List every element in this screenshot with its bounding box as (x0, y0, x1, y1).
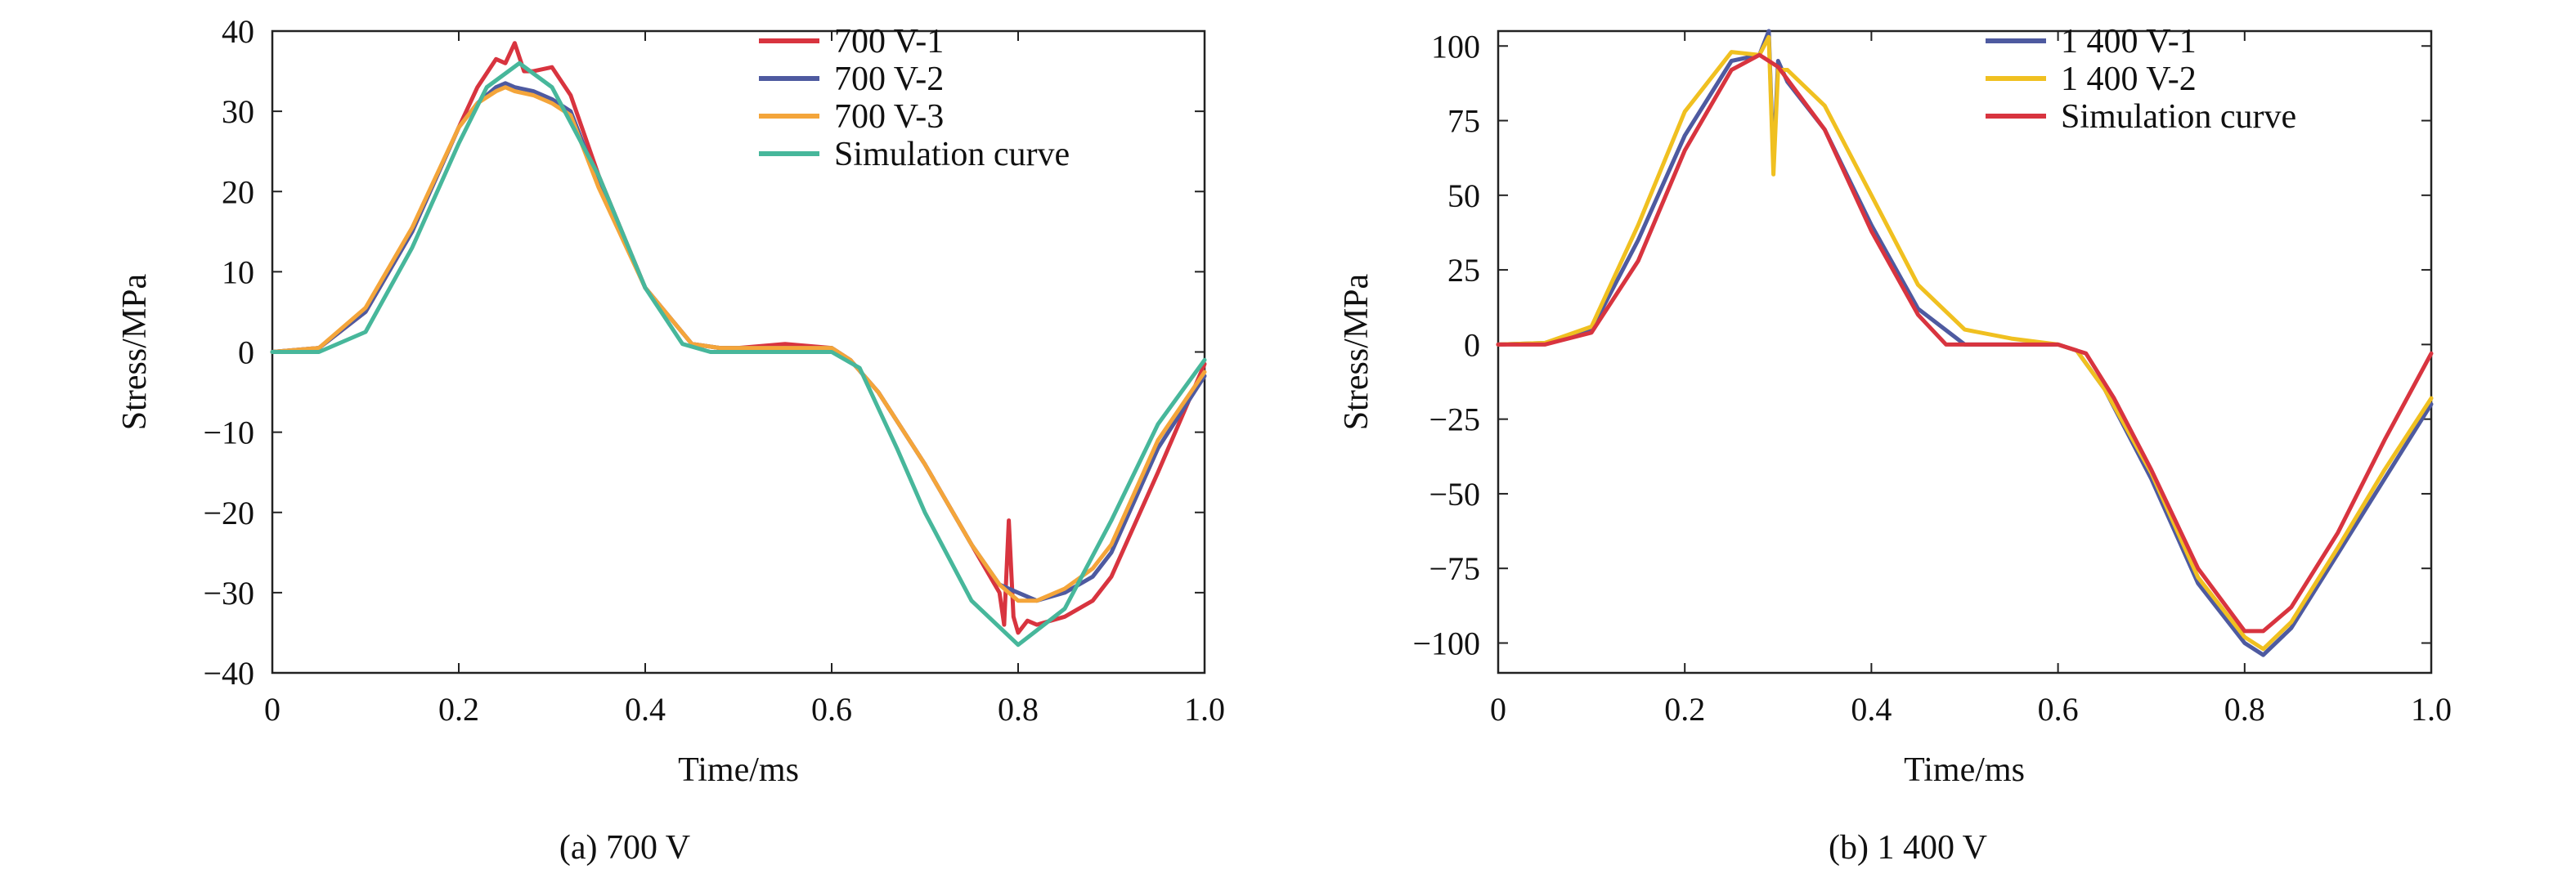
y-tick-label: 0 (1464, 326, 1480, 363)
x-tick-label: 0.2 (438, 691, 479, 728)
y-tick-label: 30 (222, 93, 254, 130)
y-tick-label: 10 (222, 253, 254, 290)
x-tick-label: 0.6 (811, 691, 852, 728)
y-tick-label: 100 (1431, 28, 1480, 65)
series-line-2 (1496, 34, 2434, 652)
x-tick-label: 0.2 (1664, 691, 1705, 728)
legend-label: Simulation curve (834, 136, 1070, 173)
legend-label: 700 V-2 (834, 61, 944, 98)
y-tick-label: 0 (238, 334, 254, 371)
x-tick-label: 0.4 (1851, 691, 1892, 728)
series-line-3 (1496, 52, 2434, 634)
x-axis-label: Time/ms (678, 751, 799, 789)
y-tick-label: −30 (203, 575, 254, 612)
y-tick-label: −25 (1429, 401, 1480, 438)
y-tick-label: −100 (1412, 625, 1480, 661)
legend-label: 1 400 V-2 (2061, 61, 2197, 98)
y-tick-label: −10 (203, 415, 254, 451)
x-tick-label: 0.4 (625, 691, 666, 728)
x-tick-label: 0.6 (2038, 691, 2079, 728)
y-tick-label: −20 (203, 495, 254, 531)
x-tick-label: 0.8 (998, 691, 1039, 728)
chart-caption: (b) 1 400 V (1829, 829, 1987, 867)
y-tick-label: 40 (222, 13, 254, 50)
y-tick-label: −50 (1429, 476, 1480, 513)
y-tick-label: −75 (1429, 550, 1480, 587)
y-tick-label: −40 (203, 655, 254, 692)
y-axis-label: Stress/MPa (1338, 273, 1376, 430)
series-line-1 (270, 41, 1207, 635)
y-tick-label: 25 (1447, 252, 1480, 289)
x-axis-label: Time/ms (1904, 751, 2025, 789)
x-tick-label: 0 (264, 691, 280, 728)
x-tick-label: 0 (1490, 691, 1506, 728)
y-tick-label: 20 (222, 173, 254, 210)
series-line-4 (270, 61, 1207, 648)
y-axis-label: Stress/MPa (116, 273, 154, 430)
x-tick-label: 1.0 (1184, 691, 1225, 728)
y-tick-label: 50 (1447, 177, 1480, 214)
chart-caption: (a) 700 V (559, 829, 690, 867)
chart-panel-2: 0 0.2 0.4 0.6 0.8 1.0 100 75 50 25 0 −25 −50 −75 −100 T… (1338, 23, 2452, 867)
series-line-1 (1496, 29, 2434, 657)
legend-label: 700 V-3 (834, 98, 944, 136)
legend-label: 1 400 V-1 (2061, 23, 2197, 61)
legend-label: Simulation curve (2061, 98, 2296, 136)
x-tick-label: 0.8 (2224, 691, 2265, 728)
x-tick-label: 1.0 (2411, 691, 2452, 728)
chart-panel-1: 0 0.2 0.4 0.6 0.8 1.0 40 30 20 10 0 −10 −20 −30 −40 Tim… (116, 13, 1225, 867)
y-tick-label: 75 (1447, 103, 1480, 140)
legend-label: 700 V-1 (834, 23, 944, 61)
